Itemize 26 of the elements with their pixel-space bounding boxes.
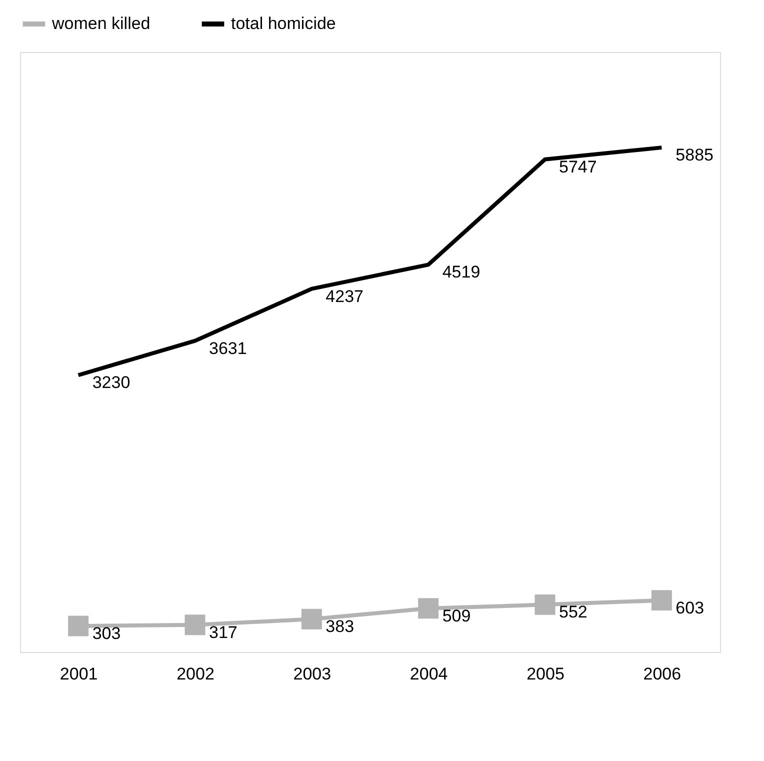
data-label: 303 (92, 624, 121, 644)
point (651, 590, 672, 611)
data-label: 383 (326, 617, 354, 636)
x-tick-label: 2001 (60, 664, 98, 684)
data-label: 3230 (92, 373, 130, 392)
x-tick-label: 2004 (410, 664, 448, 684)
data-label: 552 (559, 602, 588, 622)
point (184, 614, 206, 636)
point (68, 616, 89, 636)
data-label: 317 (209, 622, 238, 642)
point (418, 598, 439, 619)
data-label: 509 (442, 606, 471, 626)
x-tick-label: 2002 (176, 664, 214, 684)
point (301, 608, 322, 630)
x-tick-label: 2003 (293, 664, 332, 684)
x-tick-label: 2006 (643, 664, 682, 684)
data-label: 5885 (676, 146, 714, 165)
x-tick-label: 2005 (526, 664, 564, 684)
point (534, 594, 556, 615)
data-label: 3631 (209, 338, 247, 358)
data-label: 5747 (559, 157, 597, 176)
legend-label: total homicide (231, 14, 336, 33)
data-label: 603 (676, 598, 704, 618)
data-label: 4519 (442, 262, 480, 282)
legend-label: women killed (51, 14, 150, 33)
data-label: 4237 (326, 286, 364, 306)
